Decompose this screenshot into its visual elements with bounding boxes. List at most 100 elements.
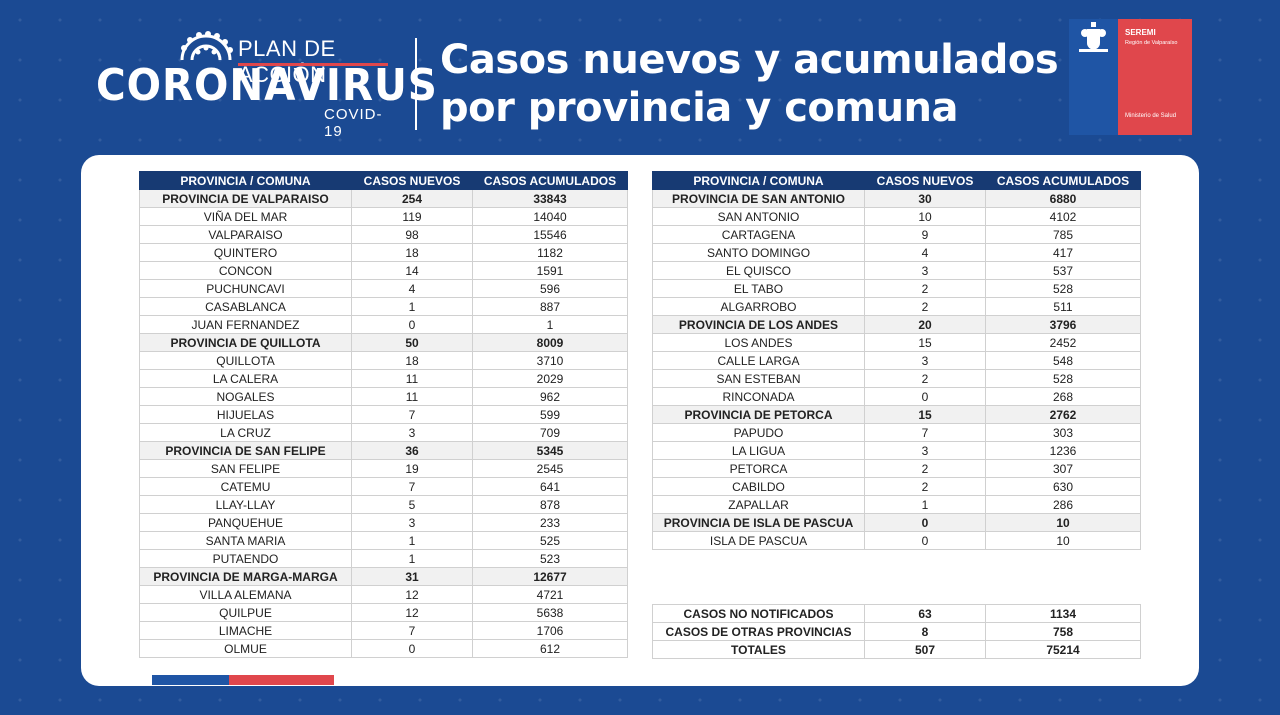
header-casos-acumulados: CASOS ACUMULADOS — [472, 171, 628, 190]
table-row: CASABLANCA 1 887 — [139, 297, 628, 316]
table-row: EL QUISCO 3 537 — [652, 261, 1141, 280]
casos-nuevos-cell: 12 — [351, 603, 473, 622]
province-row: PROVINCIA DE VALPARAISO 254 33843 — [139, 189, 628, 208]
name-cell: QUILLOTA — [139, 351, 352, 370]
casos-acumulados-cell: 15546 — [472, 225, 628, 244]
casos-acumulados-cell: 8009 — [472, 333, 628, 352]
name-cell: SAN ESTEBAN — [652, 369, 865, 388]
province-row: PROVINCIA DE ISLA DE PASCUA 0 10 — [652, 513, 1141, 532]
totals-row: CASOS DE OTRAS PROVINCIAS 8 758 — [652, 622, 1141, 641]
footer-red-bar — [229, 675, 334, 685]
casos-acumulados-cell: 962 — [472, 387, 628, 406]
table-row: PUCHUNCAVI 4 596 — [139, 279, 628, 298]
casos-nuevos-cell: 507 — [864, 640, 986, 659]
name-cell: LOS ANDES — [652, 333, 865, 352]
casos-acumulados-cell: 303 — [985, 423, 1141, 442]
casos-acumulados-cell: 268 — [985, 387, 1141, 406]
name-cell: PROVINCIA DE VALPARAISO — [139, 189, 352, 208]
casos-acumulados-cell: 1236 — [985, 441, 1141, 460]
casos-acumulados-cell: 14040 — [472, 207, 628, 226]
province-row: PROVINCIA DE PETORCA 15 2762 — [652, 405, 1141, 424]
casos-nuevos-cell: 2 — [864, 297, 986, 316]
name-cell: PROVINCIA DE QUILLOTA — [139, 333, 352, 352]
province-row: PROVINCIA DE SAN FELIPE 36 5345 — [139, 441, 628, 460]
casos-nuevos-cell: 19 — [351, 459, 473, 478]
casos-nuevos-cell: 2 — [864, 459, 986, 478]
casos-nuevos-cell: 9 — [864, 225, 986, 244]
table-row: JUAN FERNANDEZ 0 1 — [139, 315, 628, 334]
name-cell: SAN ANTONIO — [652, 207, 865, 226]
table-row: LA CRUZ 3 709 — [139, 423, 628, 442]
casos-nuevos-cell: 63 — [864, 604, 986, 623]
casos-nuevos-cell: 1 — [351, 297, 473, 316]
name-cell: LLAY-LLAY — [139, 495, 352, 514]
casos-acumulados-cell: 233 — [472, 513, 628, 532]
table-header-row: PROVINCIA / COMUNA CASOS NUEVOS CASOS AC… — [652, 171, 1141, 190]
table-row: ZAPALLAR 1 286 — [652, 495, 1141, 514]
casos-acumulados-cell: 286 — [985, 495, 1141, 514]
table-row: SAN FELIPE 19 2545 — [139, 459, 628, 478]
casos-acumulados-cell: 2762 — [985, 405, 1141, 424]
casos-acumulados-cell: 878 — [472, 495, 628, 514]
casos-acumulados-cell: 1706 — [472, 621, 628, 640]
table-row: SAN ANTONIO 10 4102 — [652, 207, 1141, 226]
table-row: CATEMU 7 641 — [139, 477, 628, 496]
right-cases-table: PROVINCIA / COMUNA CASOS NUEVOS CASOS AC… — [652, 171, 1141, 550]
casos-nuevos-cell: 15 — [864, 405, 986, 424]
table-row: LLAY-LLAY 5 878 — [139, 495, 628, 514]
name-cell: PUCHUNCAVI — [139, 279, 352, 298]
casos-nuevos-cell: 98 — [351, 225, 473, 244]
table-row: RINCONADA 0 268 — [652, 387, 1141, 406]
casos-acumulados-cell: 523 — [472, 549, 628, 568]
casos-acumulados-cell: 5345 — [472, 441, 628, 460]
casos-acumulados-cell: 2545 — [472, 459, 628, 478]
table-row: QUILLOTA 18 3710 — [139, 351, 628, 370]
logo-plan-text: PLAN DE ACCIÓN — [238, 36, 336, 87]
name-cell: PROVINCIA DE MARGA-MARGA — [139, 567, 352, 586]
name-cell: CASABLANCA — [139, 297, 352, 316]
casos-nuevos-cell: 0 — [351, 315, 473, 334]
table-row: PANQUEHUE 3 233 — [139, 513, 628, 532]
casos-acumulados-cell: 307 — [985, 459, 1141, 478]
table-header-row: PROVINCIA / COMUNA CASOS NUEVOS CASOS AC… — [139, 171, 628, 190]
name-cell: PROVINCIA DE ISLA DE PASCUA — [652, 513, 865, 532]
table-row: LA LIGUA 3 1236 — [652, 441, 1141, 460]
casos-nuevos-cell: 0 — [864, 513, 986, 532]
table-row: CONCON 14 1591 — [139, 261, 628, 280]
casos-acumulados-cell: 417 — [985, 243, 1141, 262]
casos-acumulados-cell: 612 — [472, 639, 628, 658]
name-cell: LA LIGUA — [652, 441, 865, 460]
casos-nuevos-cell: 11 — [351, 369, 473, 388]
gov-logo-blue-panel — [1069, 19, 1118, 135]
casos-acumulados-cell: 528 — [985, 279, 1141, 298]
table-row: PUTAENDO 1 523 — [139, 549, 628, 568]
name-cell: PROVINCIA DE SAN ANTONIO — [652, 189, 865, 208]
totals-row: CASOS NO NOTIFICADOS 63 1134 — [652, 604, 1141, 623]
name-cell: PROVINCIA DE LOS ANDES — [652, 315, 865, 334]
footer-blue-bar — [152, 675, 229, 685]
casos-acumulados-cell: 1182 — [472, 243, 628, 262]
name-cell: CARTAGENA — [652, 225, 865, 244]
table-row: QUINTERO 18 1182 — [139, 243, 628, 262]
casos-nuevos-cell: 0 — [864, 387, 986, 406]
casos-acumulados-cell: 5638 — [472, 603, 628, 622]
casos-nuevos-cell: 30 — [864, 189, 986, 208]
header-provincia-comuna: PROVINCIA / COMUNA — [139, 171, 352, 190]
name-cell: ALGARROBO — [652, 297, 865, 316]
casos-acumulados-cell: 596 — [472, 279, 628, 298]
name-cell: LIMACHE — [139, 621, 352, 640]
casos-acumulados-cell: 785 — [985, 225, 1141, 244]
header-casos-nuevos: CASOS NUEVOS — [351, 171, 473, 190]
name-cell: PROVINCIA DE PETORCA — [652, 405, 865, 424]
name-cell: EL TABO — [652, 279, 865, 298]
casos-nuevos-cell: 7 — [351, 405, 473, 424]
gov-seremi-label: SEREMI — [1125, 28, 1156, 37]
casos-nuevos-cell: 119 — [351, 207, 473, 226]
casos-nuevos-cell: 2 — [864, 279, 986, 298]
name-cell: VILLA ALEMANA — [139, 585, 352, 604]
table-row: SANTO DOMINGO 4 417 — [652, 243, 1141, 262]
province-row: PROVINCIA DE QUILLOTA 50 8009 — [139, 333, 628, 352]
casos-nuevos-cell: 0 — [351, 639, 473, 658]
casos-nuevos-cell: 7 — [351, 477, 473, 496]
casos-acumulados-cell: 10 — [985, 513, 1141, 532]
